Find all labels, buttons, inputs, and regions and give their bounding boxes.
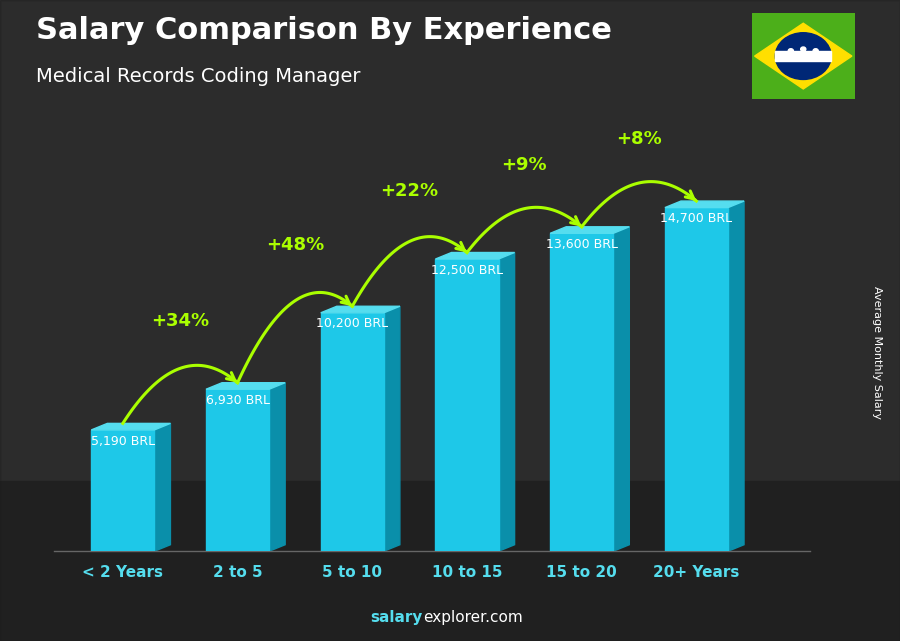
Circle shape — [795, 56, 799, 60]
Bar — [0, 0, 900, 526]
Text: +48%: +48% — [266, 236, 324, 254]
Circle shape — [807, 56, 812, 60]
Bar — [436, 259, 499, 551]
Bar — [320, 313, 383, 551]
Polygon shape — [665, 201, 744, 208]
Polygon shape — [550, 227, 629, 233]
Text: salary: salary — [371, 610, 423, 625]
Text: +34%: +34% — [151, 312, 210, 330]
Text: +9%: +9% — [501, 156, 547, 174]
Polygon shape — [269, 383, 285, 551]
Text: Medical Records Coding Manager: Medical Records Coding Manager — [36, 67, 361, 87]
Bar — [91, 430, 155, 551]
Circle shape — [775, 33, 832, 79]
Bar — [206, 389, 269, 551]
Text: 10,200 BRL: 10,200 BRL — [316, 317, 388, 331]
Bar — [550, 233, 613, 551]
Text: +22%: +22% — [381, 182, 438, 200]
Circle shape — [788, 49, 794, 53]
Bar — [0, 481, 900, 641]
Text: 14,700 BRL: 14,700 BRL — [661, 212, 733, 225]
Text: Salary Comparison By Experience: Salary Comparison By Experience — [36, 16, 612, 45]
Polygon shape — [155, 424, 170, 551]
Bar — [665, 208, 728, 551]
Polygon shape — [91, 424, 170, 430]
Text: Average Monthly Salary: Average Monthly Salary — [872, 286, 883, 419]
Polygon shape — [499, 253, 515, 551]
Circle shape — [813, 49, 818, 53]
Text: 13,600 BRL: 13,600 BRL — [545, 238, 617, 251]
Bar — [775, 51, 832, 62]
Polygon shape — [383, 306, 400, 551]
Text: +8%: +8% — [616, 131, 662, 149]
Text: 12,500 BRL: 12,500 BRL — [431, 263, 503, 277]
Circle shape — [801, 47, 806, 51]
Polygon shape — [436, 253, 515, 259]
Polygon shape — [613, 227, 629, 551]
Polygon shape — [754, 23, 852, 89]
Polygon shape — [206, 383, 285, 389]
Text: explorer.com: explorer.com — [423, 610, 523, 625]
Polygon shape — [728, 201, 744, 551]
Text: 6,930 BRL: 6,930 BRL — [205, 394, 270, 407]
Text: 5,190 BRL: 5,190 BRL — [91, 435, 155, 447]
Polygon shape — [320, 306, 400, 313]
